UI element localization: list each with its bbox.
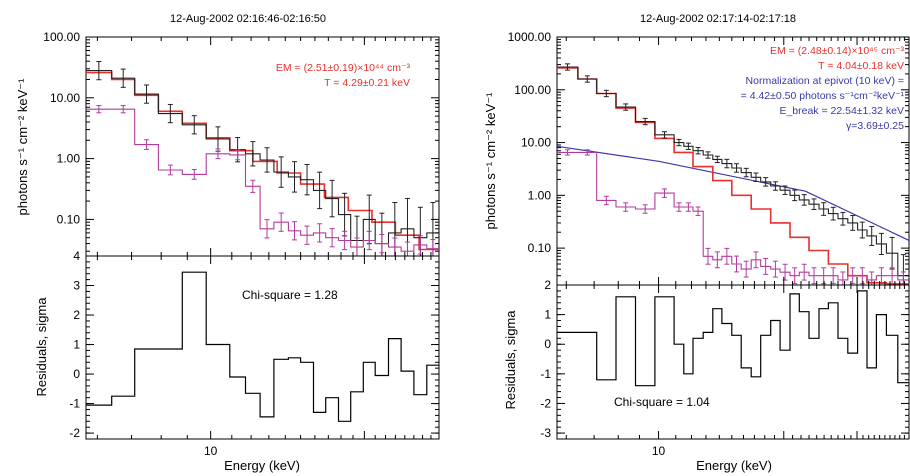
chart-right: 12-Aug-2002 02:17:14-02:17:18 1000.00100… [483,13,910,473]
y-tick-label: -2 [69,426,80,440]
x-tick-label: 10 [652,444,666,458]
chart-right-bottom-frame [556,284,910,440]
chart-right-annotation-norm-value: = 4.42±0.50 photons s⁻¹cm⁻²keV⁻¹ [741,90,905,102]
chart-left-top-ylabel: photons s⁻¹ cm⁻² keV⁻¹ [15,78,30,216]
y-tick-label: -2 [540,396,551,410]
chart-left-bottom-marks [86,271,439,422]
y-tick-label: 0.10 [57,212,81,226]
y-tick-label: -1 [540,367,551,381]
chart-right-bottom-marks [557,290,909,387]
y-tick-label: -3 [540,426,551,440]
chart-left-top-series-0 [86,71,439,251]
chart-right-annotation-t: T = 4.04±0.18 keV [818,60,904,72]
histogram-line [557,151,909,281]
histogram-line [557,66,909,277]
chart-right-chi-square: Chi-square = 1.04 [614,395,710,409]
chart-left-chi-square: Chi-square = 1.28 [242,288,338,302]
chart-left-bottom-frame [85,255,440,440]
chart-right-annotation-ebreak: E_break = 22.54±1.32 keV [779,105,904,117]
chart-right-top-ylabel: photons s⁻¹ cm⁻² keV⁻¹ [483,92,498,230]
chart-right-bottom-ticks: 210-1-2-310 [540,37,910,458]
y-tick-label: 10.00 [521,136,551,150]
y-tick-label: 0 [73,367,80,381]
chart-right-top-series-0 [556,145,910,241]
y-tick-label: 3 [73,279,80,293]
model-line [556,145,910,241]
y-tick-label: 2 [73,308,80,322]
histogram-line [86,70,439,245]
y-tick-label: 100.00 [43,30,80,44]
chart-left-top-marks [86,60,439,257]
chart-left-top-series-2 [86,105,439,257]
histogram-line [86,108,439,252]
y-tick-label: 2 [544,278,551,292]
chart-right-xlabel: Energy (keV) [696,458,772,473]
residual-histogram [86,271,439,422]
residual-histogram [557,290,909,387]
chart-left-top-series-1 [86,60,439,257]
y-tick-label: 10.00 [50,91,80,105]
chart-left-annotation-em: EM = (2.51±0.19)×10⁴⁴ cm⁻³ [276,62,411,74]
chart-left-annotation-t: T = 4.29±0.21 keV [324,77,410,89]
chart-right-bottom-ylabel: Residuals, sigma [503,310,518,410]
chart-right-title: 12-Aug-2002 02:17:14-02:17:18 [640,13,796,25]
y-tick-label: 1000.00 [508,30,552,44]
y-tick-label: 1.00 [57,152,81,166]
y-tick-label: 1.00 [528,188,552,202]
chart-right-annotation-em: EM = (2.48±0.14)×10⁴⁵ cm⁻³ [770,45,904,57]
y-tick-label: 100.00 [514,83,551,97]
chart-right-top-ticks: 1000.00 100.00 10.00 1.00 0.10 [508,30,909,286]
x-tick-label: 10 [204,444,218,458]
y-tick-label: 1 [544,308,551,322]
chart-left-bottom-ylabel: Residuals, sigma [34,297,49,397]
chart-right-annotation-norm: Normalization at epivot (10 keV) = [746,75,904,87]
y-tick-label: 1 [73,338,80,352]
chart-right-annotation-gamma: γ=3.69±0.25 [846,120,904,132]
chart-left-xlabel: Energy (keV) [224,458,300,473]
y-tick-label: 0 [544,337,551,351]
y-tick-label: -1 [69,397,80,411]
chart-right-bottom-plot: 210-1-2-310 Residuals, sigma Chi-square … [503,37,910,458]
chart-left-top-plot: 100.00 10.00 1.00 0.10 photons s⁻¹ cm⁻² keV… [15,30,440,257]
chart-left: 12-Aug-2002 02:16:46-02:16:50 100.00 10.0… [15,13,440,473]
chart-left-top-ticks: 100.00 10.00 1.00 0.10 [43,30,439,252]
chart-right-top-marks [556,63,910,286]
y-tick-label: 4 [73,249,80,263]
chart-right-top-series-2 [557,63,909,286]
chart-left-title: 12-Aug-2002 02:16:46-02:16:50 [170,13,326,25]
y-tick-label: 0.10 [528,241,552,255]
histogram-line [86,71,439,251]
chart-right-top-plot: 1000.00 100.00 10.00 1.00 0.10 photons s⁻¹ c… [483,30,910,286]
chart-right-top-series-3 [557,149,909,286]
